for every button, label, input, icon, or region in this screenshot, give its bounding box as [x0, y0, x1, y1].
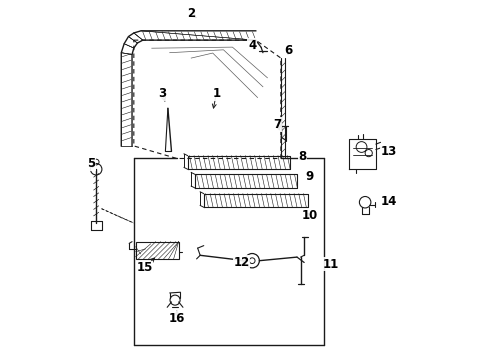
- Text: 2: 2: [187, 7, 196, 20]
- Text: 7: 7: [273, 118, 281, 131]
- Text: 9: 9: [305, 170, 314, 183]
- Text: 11: 11: [323, 258, 339, 271]
- Text: 3: 3: [158, 87, 167, 100]
- Text: 4: 4: [248, 39, 256, 52]
- Text: 12: 12: [233, 256, 249, 269]
- Text: 8: 8: [298, 150, 307, 163]
- Text: 15: 15: [136, 261, 153, 274]
- Text: 5: 5: [87, 157, 95, 170]
- Text: 1: 1: [212, 87, 220, 100]
- Text: 14: 14: [380, 195, 396, 208]
- Text: 16: 16: [169, 311, 185, 325]
- Bar: [136, 242, 179, 259]
- Text: 10: 10: [301, 210, 318, 222]
- Text: 6: 6: [284, 44, 292, 57]
- Text: 13: 13: [380, 145, 396, 158]
